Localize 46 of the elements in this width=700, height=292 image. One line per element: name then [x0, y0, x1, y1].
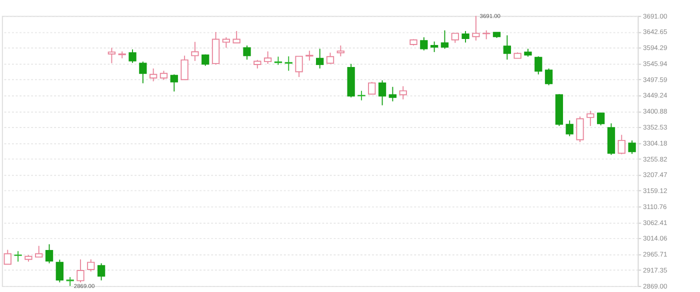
- candlestick: [628, 140, 636, 154]
- candlestick: [618, 134, 626, 155]
- candlestick: [128, 48, 136, 64]
- candlestick: [87, 258, 95, 272]
- candlestick: [586, 110, 594, 126]
- candlestick: [139, 61, 147, 84]
- candlestick: [150, 68, 158, 82]
- candlestick: [191, 41, 199, 62]
- candlestick: [388, 86, 397, 102]
- candlestick: [566, 120, 574, 137]
- candlestick: [596, 112, 605, 126]
- candlestick: [326, 52, 334, 64]
- candlestick: [295, 56, 303, 78]
- candlestick: [503, 34, 511, 60]
- candlestick: [170, 74, 178, 92]
- candlestick: [576, 116, 584, 143]
- candlestick: [160, 70, 168, 80]
- candlestick: [274, 56, 282, 66]
- candlestick: [368, 81, 376, 95]
- candlestick: [284, 56, 292, 72]
- candlestick: [462, 30, 470, 44]
- candlestick: [420, 36, 428, 51]
- candlestick: [97, 262, 106, 281]
- candlestick: [108, 47, 116, 64]
- candlestick: [35, 245, 43, 258]
- candlestick: [14, 250, 22, 262]
- candlestick: [440, 30, 449, 50]
- candlestick: [45, 244, 54, 264]
- candlestick: [222, 36, 230, 48]
- candlestick: [76, 258, 84, 283]
- candlestick: [4, 249, 12, 265]
- candlestick: [472, 15, 480, 42]
- candlestick: [336, 45, 344, 57]
- candlestick: [243, 45, 251, 60]
- candlestick: [430, 41, 438, 53]
- candlestick: [399, 86, 407, 100]
- candlestick: [232, 30, 240, 44]
- candlestick: [534, 56, 542, 75]
- candlestick: [378, 80, 386, 106]
- candlestick: [264, 50, 272, 64]
- candlestick: [451, 32, 459, 44]
- candlestick: [316, 48, 324, 69]
- candlestick: [544, 68, 553, 86]
- candlestick: [180, 55, 188, 80]
- candlestick: [306, 50, 314, 62]
- candlestick: [56, 259, 64, 283]
